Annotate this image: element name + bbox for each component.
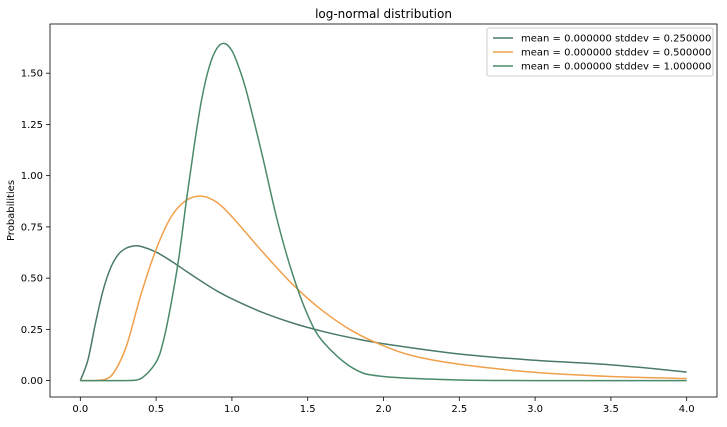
legend-label-1: mean = 0.000000 stddev = 0.250000 <box>521 34 711 45</box>
y-tick-label: 0.25 <box>21 325 43 336</box>
x-tick-label: 1.5 <box>300 404 316 415</box>
y-tick-label: 0.50 <box>21 274 43 285</box>
y-axis: 0.00 0.25 0.50 0.75 1.00 1.25 1.50 <box>21 69 50 387</box>
y-tick-label: 1.00 <box>21 171 43 182</box>
y-tick-label: 0.75 <box>21 222 43 233</box>
x-tick-label: 2.0 <box>376 404 392 415</box>
legend-label-3: mean = 0.000000 stddev = 1.000000 <box>521 62 711 73</box>
x-tick-label: 3.5 <box>603 404 619 415</box>
x-tick-label: 0.0 <box>72 404 88 415</box>
series-line-2 <box>80 195 687 382</box>
series-line-3 <box>80 42 687 382</box>
y-axis-label: Probabilities <box>6 180 17 241</box>
x-tick-label: 2.5 <box>451 404 467 415</box>
chart-title: log-normal distribution <box>315 7 452 21</box>
legend-label-2: mean = 0.000000 stddev = 0.500000 <box>521 48 711 59</box>
legend: mean = 0.000000 stddev = 0.250000 mean = … <box>486 27 714 77</box>
x-tick-label: 0.5 <box>148 404 164 415</box>
series-line-1 <box>79 244 687 381</box>
plot-frame <box>49 23 718 398</box>
x-axis: 0.0 0.5 1.0 1.5 2.0 2.5 3.0 3.5 4.0 <box>72 397 695 415</box>
legend-box <box>486 27 714 77</box>
y-tick-label: 1.25 <box>21 120 43 131</box>
x-tick-label: 4.0 <box>679 404 695 415</box>
series-layer <box>79 42 687 382</box>
y-tick-label: 0.00 <box>21 376 43 387</box>
y-tick-label: 1.50 <box>21 69 43 80</box>
x-tick-label: 1.0 <box>224 404 240 415</box>
x-tick-label: 3.0 <box>527 404 543 415</box>
